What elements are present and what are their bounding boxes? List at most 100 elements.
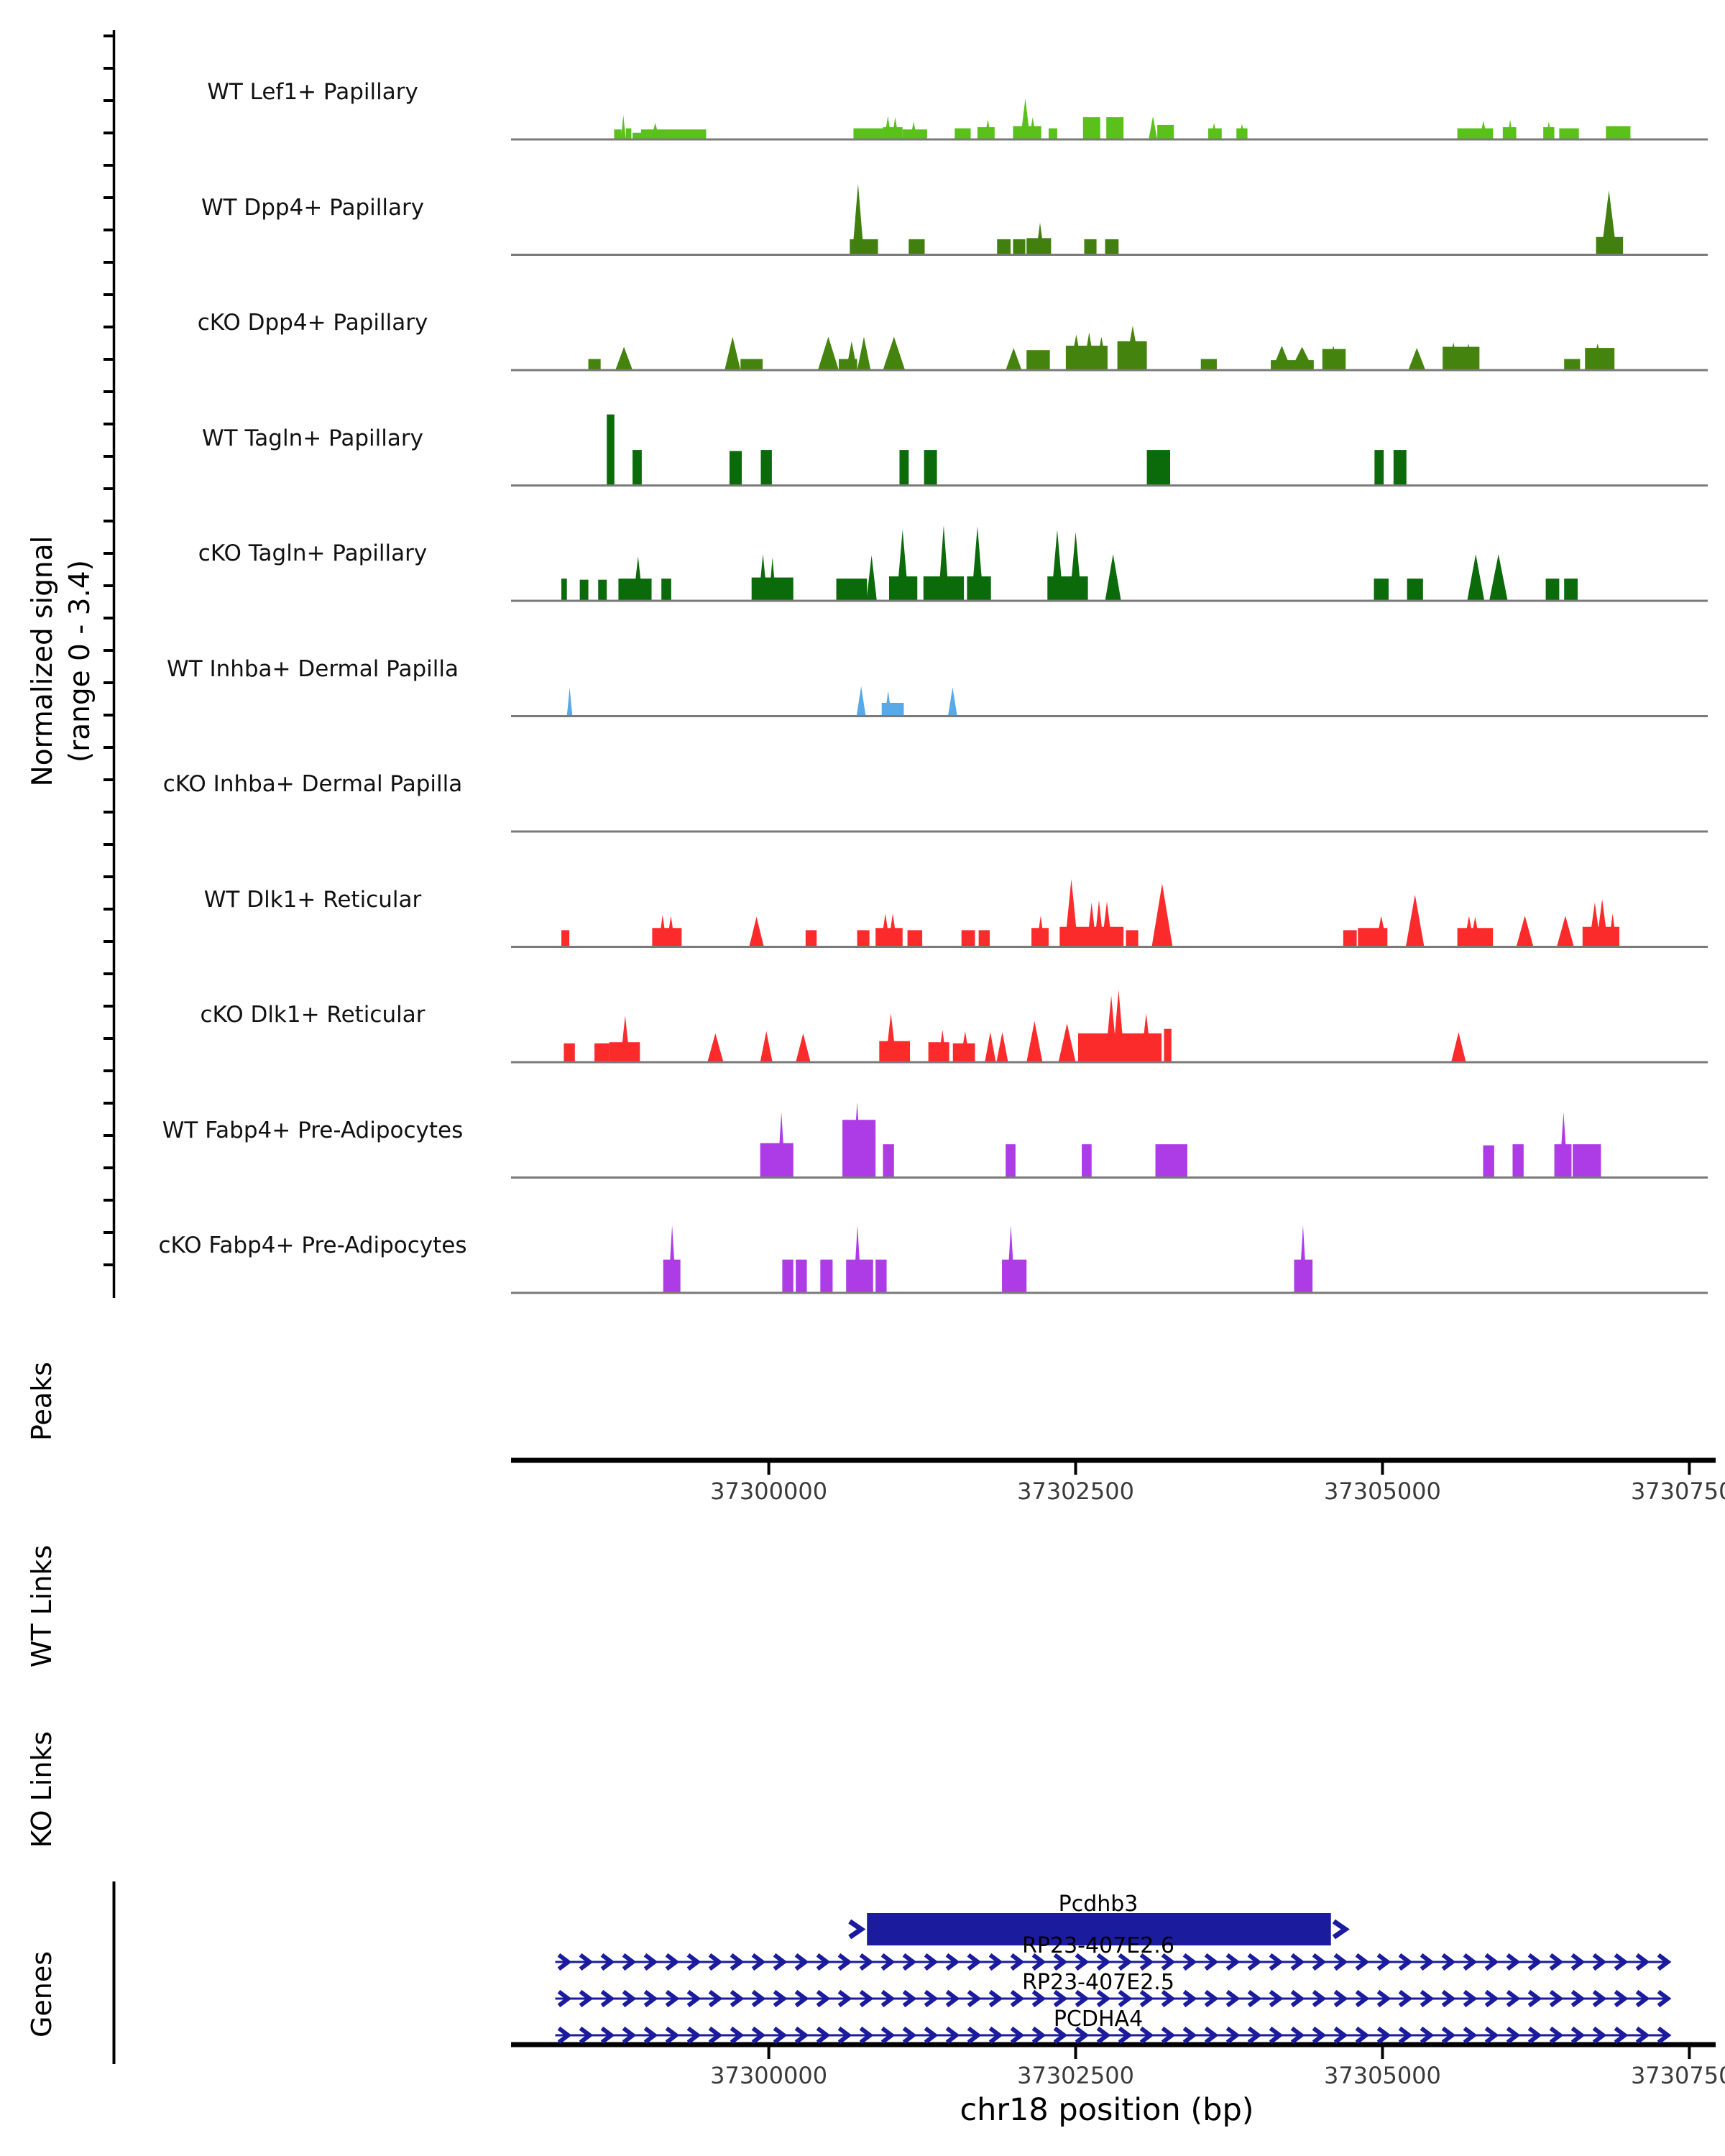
signal-block	[1082, 1144, 1092, 1178]
signal-spike	[1026, 1021, 1043, 1062]
signal-block	[857, 930, 870, 947]
signal-spike	[796, 1033, 811, 1062]
signal-block	[1105, 239, 1119, 255]
gene-strand-chevrons-icon	[557, 1953, 1672, 1971]
signal-block	[598, 579, 607, 601]
track-cko-tagln-papillary	[511, 525, 1708, 602]
track-label-cko-fabp4-pre-adipocytes: cKO Fabp4+ Pre-Adipocytes	[158, 1233, 467, 1258]
signal-spike	[1051, 530, 1064, 601]
section-label-ko-links: KO Links	[26, 1731, 58, 1848]
signal-block	[1564, 359, 1581, 370]
signal-spike	[971, 526, 984, 601]
signal-block	[796, 1259, 807, 1293]
signal-spike	[880, 913, 891, 947]
signal-spike	[885, 1013, 897, 1062]
signal-block	[729, 451, 742, 486]
signal-spike	[1375, 916, 1388, 947]
signal-spike	[1070, 532, 1082, 601]
signal-spike	[658, 914, 667, 947]
signal-spike	[1006, 1225, 1016, 1293]
signal-spike	[853, 1225, 862, 1293]
signal-spike	[1271, 346, 1292, 370]
track-cko-dlk1-reticular	[511, 990, 1708, 1064]
normalized-signal-axis	[104, 30, 116, 1298]
signal-spike	[1210, 122, 1218, 139]
signal-block	[1564, 579, 1578, 601]
gene-label-pcdhb3: Pcdhb3	[1058, 1892, 1138, 1917]
track-label-cko-dlk1-reticular: cKO Dlk1+ Reticular	[200, 1002, 426, 1028]
signal-block	[1606, 126, 1631, 139]
signal-block	[632, 450, 642, 486]
gene-pcdha4	[555, 2026, 1672, 2045]
signal-spike	[947, 687, 957, 717]
signal-block	[820, 1259, 833, 1293]
signal-block	[641, 129, 707, 139]
gene-strand-chevrons-icon	[557, 1989, 1672, 2008]
signal-block	[978, 930, 990, 947]
signal-spike	[1105, 554, 1121, 601]
signal-spike	[1070, 334, 1083, 370]
peaks-ruler-tick-label-1: 37302500	[1017, 1478, 1134, 1505]
track-label-wt-dlk1-reticular: WT Dlk1+ Reticular	[203, 886, 422, 913]
signal-spike	[566, 687, 573, 717]
signal-spike	[1299, 1225, 1307, 1293]
signal-block	[924, 450, 937, 486]
signal-block	[883, 1144, 894, 1178]
signal-spike	[1124, 326, 1141, 370]
signal-spike	[666, 916, 676, 947]
section-label-peaks: Peaks	[26, 1361, 58, 1442]
x-axis-title: chr18 position (bp)	[960, 2092, 1254, 2128]
signal-spike	[1608, 913, 1617, 947]
track-wt-tagln-papillary	[511, 414, 1708, 487]
signal-spike	[1086, 902, 1097, 947]
signal-block	[899, 450, 909, 486]
signal-block	[760, 1143, 794, 1178]
signal-block	[607, 414, 615, 486]
signal-block	[1157, 124, 1174, 139]
signal-spike	[1020, 98, 1031, 139]
signal-block	[961, 930, 975, 947]
signal-spike	[1151, 883, 1173, 947]
signal-block	[625, 128, 632, 139]
gene-label-rp23-407e2-5: RP23-407E2.5	[1022, 1970, 1174, 1995]
signal-spike	[1596, 899, 1609, 947]
signal-spike	[1601, 190, 1617, 255]
signal-block	[594, 1043, 610, 1062]
peaks-ruler	[511, 1457, 1716, 1475]
signal-block	[1146, 450, 1171, 486]
signal-spike	[620, 115, 626, 139]
signal-spike	[1405, 894, 1425, 947]
track-label-wt-fabp4-pre-adipocytes: WT Fabp4+ Pre-Adipocytes	[162, 1117, 464, 1143]
gene-label-pcdha4: PCDHA4	[1053, 2007, 1144, 2032]
signal-spike	[777, 1112, 786, 1178]
signal-block	[1082, 117, 1100, 139]
signal-spike	[1408, 348, 1426, 370]
signal-spike	[1101, 901, 1113, 947]
signal-block	[1048, 128, 1057, 139]
signal-block	[881, 702, 904, 717]
track-label-cko-tagln-papillary: cKO Tagln+ Papillary	[198, 540, 428, 566]
signal-spike	[1545, 121, 1552, 139]
signal-spike	[866, 555, 877, 601]
signal-spike	[650, 122, 660, 139]
signal-block	[1126, 930, 1138, 947]
signal-block	[1483, 1145, 1494, 1178]
gene-label-rp23-407e2-6: RP23-407E2.6	[1022, 1933, 1174, 1958]
signal-block	[1164, 1028, 1172, 1062]
signal-block	[561, 930, 570, 947]
signal-spike	[1516, 916, 1534, 947]
signal-spike	[856, 686, 866, 717]
signal-block	[632, 132, 642, 139]
signal-spike	[985, 1032, 996, 1062]
signal-block	[805, 930, 817, 947]
signal-spike	[1095, 336, 1108, 370]
signal-block	[1573, 1144, 1601, 1178]
track-cko-dpp4-papillary	[511, 326, 1708, 372]
gene-rp23-407e2-6	[555, 1953, 1672, 1971]
signal-block	[561, 579, 567, 601]
signal-spike	[1290, 346, 1314, 370]
signal-block	[1443, 346, 1480, 370]
signal-spike	[896, 530, 909, 601]
track-wt-fabp4-pre-adipocytes	[511, 1102, 1708, 1179]
signal-block	[1013, 239, 1026, 255]
